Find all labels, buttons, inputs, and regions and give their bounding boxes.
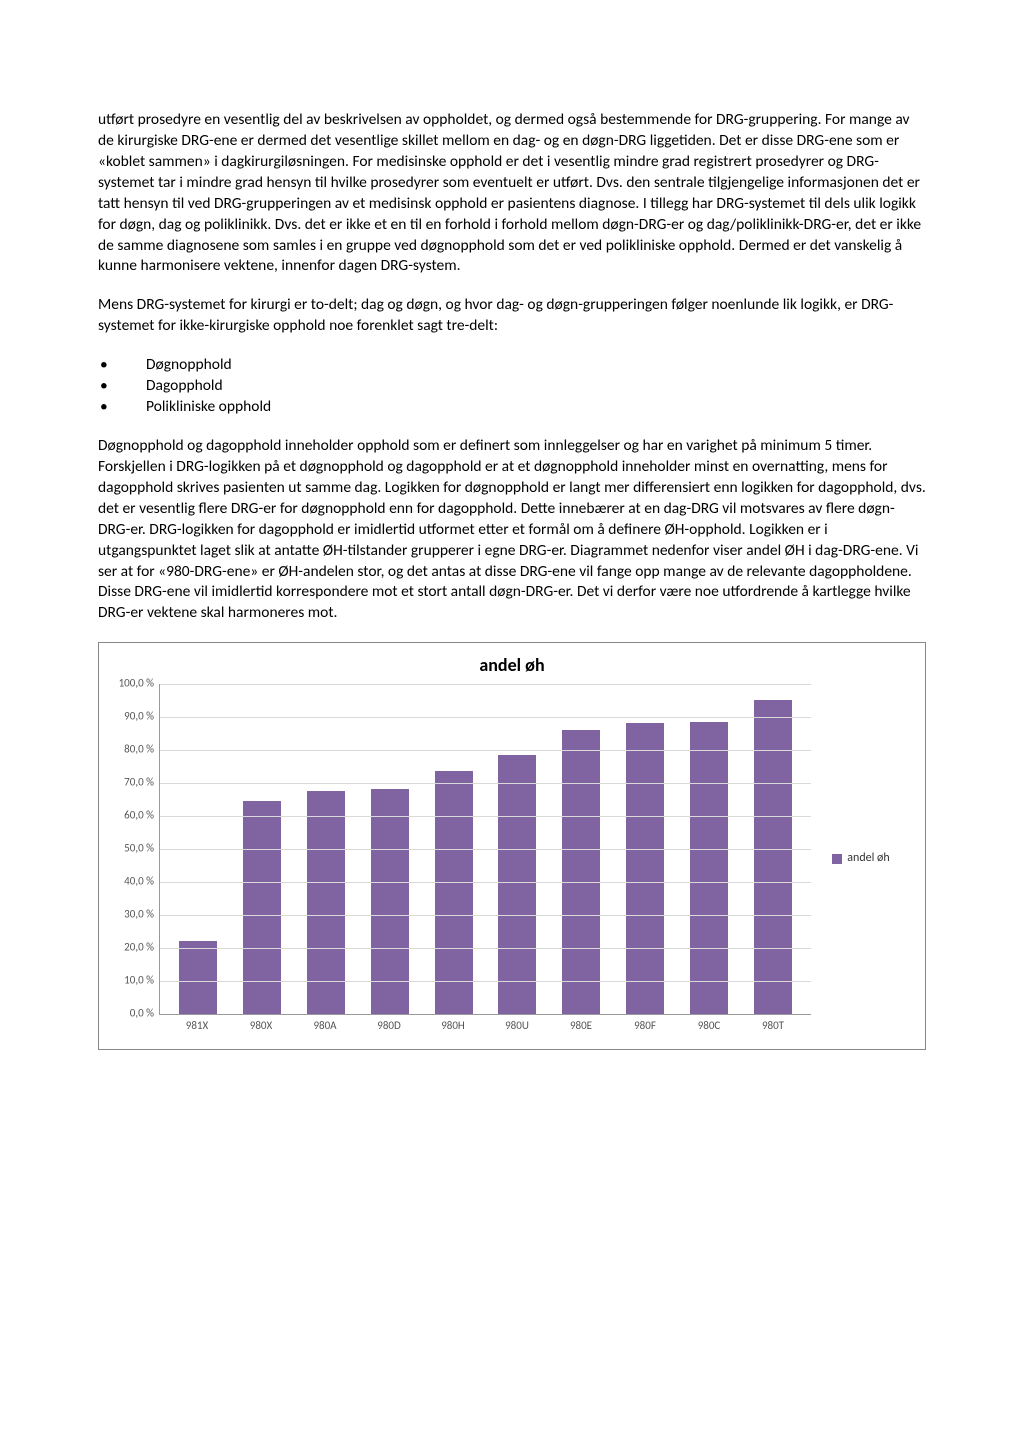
- grid-line: [160, 816, 811, 817]
- plot-column: 0,0 % 10,0 % 20,0 % 30,0 % 40,0 % 50,0 % 60,0 …: [113, 684, 811, 1034]
- x-tick-label: 980A: [293, 1019, 357, 1034]
- x-tick-label: 980C: [677, 1019, 741, 1034]
- bar: [243, 801, 281, 1014]
- bar: [435, 771, 473, 1014]
- paragraph-1: utført prosedyre en vesentlig del av bes…: [98, 110, 926, 277]
- bar: [179, 941, 217, 1014]
- plot-area: 0,0 %10,0 %20,0 %30,0 %40,0 %50,0 %60,0 …: [159, 684, 811, 1015]
- bar: [498, 755, 536, 1014]
- x-tick-label: 980U: [485, 1019, 549, 1034]
- chart-title: andel øh: [113, 653, 911, 677]
- bullet-item: • Polikliniske opphold: [98, 397, 926, 418]
- bullet-text: Døgnopphold: [146, 355, 926, 376]
- grid-line: [160, 684, 811, 685]
- y-tick-label: 30,0 %: [110, 907, 154, 922]
- bullet-text: Dagopphold: [146, 376, 926, 397]
- grid-line: [160, 783, 811, 784]
- bar-chart: andel øh 0,0 % 10,0 % 20,0 % 30,0 % 40,0 % 50…: [98, 642, 926, 1050]
- grid-line: [160, 882, 811, 883]
- paragraph-3: Døgnopphold og dagopphold inneholder opp…: [98, 436, 926, 624]
- x-tick-label: 980D: [357, 1019, 421, 1034]
- legend-swatch: [832, 854, 842, 864]
- bullet-text: Polikliniske opphold: [146, 397, 926, 418]
- bullet-marker: •: [98, 397, 146, 418]
- x-axis: 981X980X980A980D980H980U980E980F980C980T: [159, 1015, 811, 1034]
- bar: [562, 730, 600, 1014]
- bullet-item: • Dagopphold: [98, 376, 926, 397]
- y-tick-label: 40,0 %: [110, 874, 154, 889]
- x-tick-label: 981X: [165, 1019, 229, 1034]
- y-tick-label: 70,0 %: [110, 775, 154, 790]
- x-tick-label: 980T: [741, 1019, 805, 1034]
- chart-legend: andel øh: [811, 684, 911, 1034]
- y-tick-label: 90,0 %: [110, 709, 154, 724]
- paragraph-2: Mens DRG-systemet for kirurgi er to-delt…: [98, 295, 926, 337]
- bullet-marker: •: [98, 376, 146, 397]
- bar: [626, 723, 664, 1014]
- bar: [690, 722, 728, 1014]
- y-tick-label: 20,0 %: [110, 940, 154, 955]
- grid-line: [160, 948, 811, 949]
- grid-line: [160, 915, 811, 916]
- y-tick-label: 10,0 %: [110, 973, 154, 988]
- y-tick-label: 100,0 %: [110, 676, 154, 691]
- y-tick-label: 50,0 %: [110, 841, 154, 856]
- chart-body: 0,0 % 10,0 % 20,0 % 30,0 % 40,0 % 50,0 % 60,0 …: [113, 684, 911, 1034]
- bullet-marker: •: [98, 355, 146, 376]
- grid-line: [160, 981, 811, 982]
- grid-line: [160, 750, 811, 751]
- bar: [754, 700, 792, 1014]
- grid-line: [160, 717, 811, 718]
- legend-label: andel øh: [847, 850, 889, 866]
- bullet-item: • Døgnopphold: [98, 355, 926, 376]
- x-tick-label: 980H: [421, 1019, 485, 1034]
- x-tick-label: 980X: [229, 1019, 293, 1034]
- grid-line: [160, 849, 811, 850]
- x-tick-label: 980E: [549, 1019, 613, 1034]
- y-tick-label: 60,0 %: [110, 808, 154, 823]
- y-tick-label: 0,0 %: [110, 1006, 154, 1021]
- bullet-list: • Døgnopphold • Dagopphold • Poliklinisk…: [98, 355, 926, 418]
- y-tick-label: 80,0 %: [110, 742, 154, 757]
- x-tick-label: 980F: [613, 1019, 677, 1034]
